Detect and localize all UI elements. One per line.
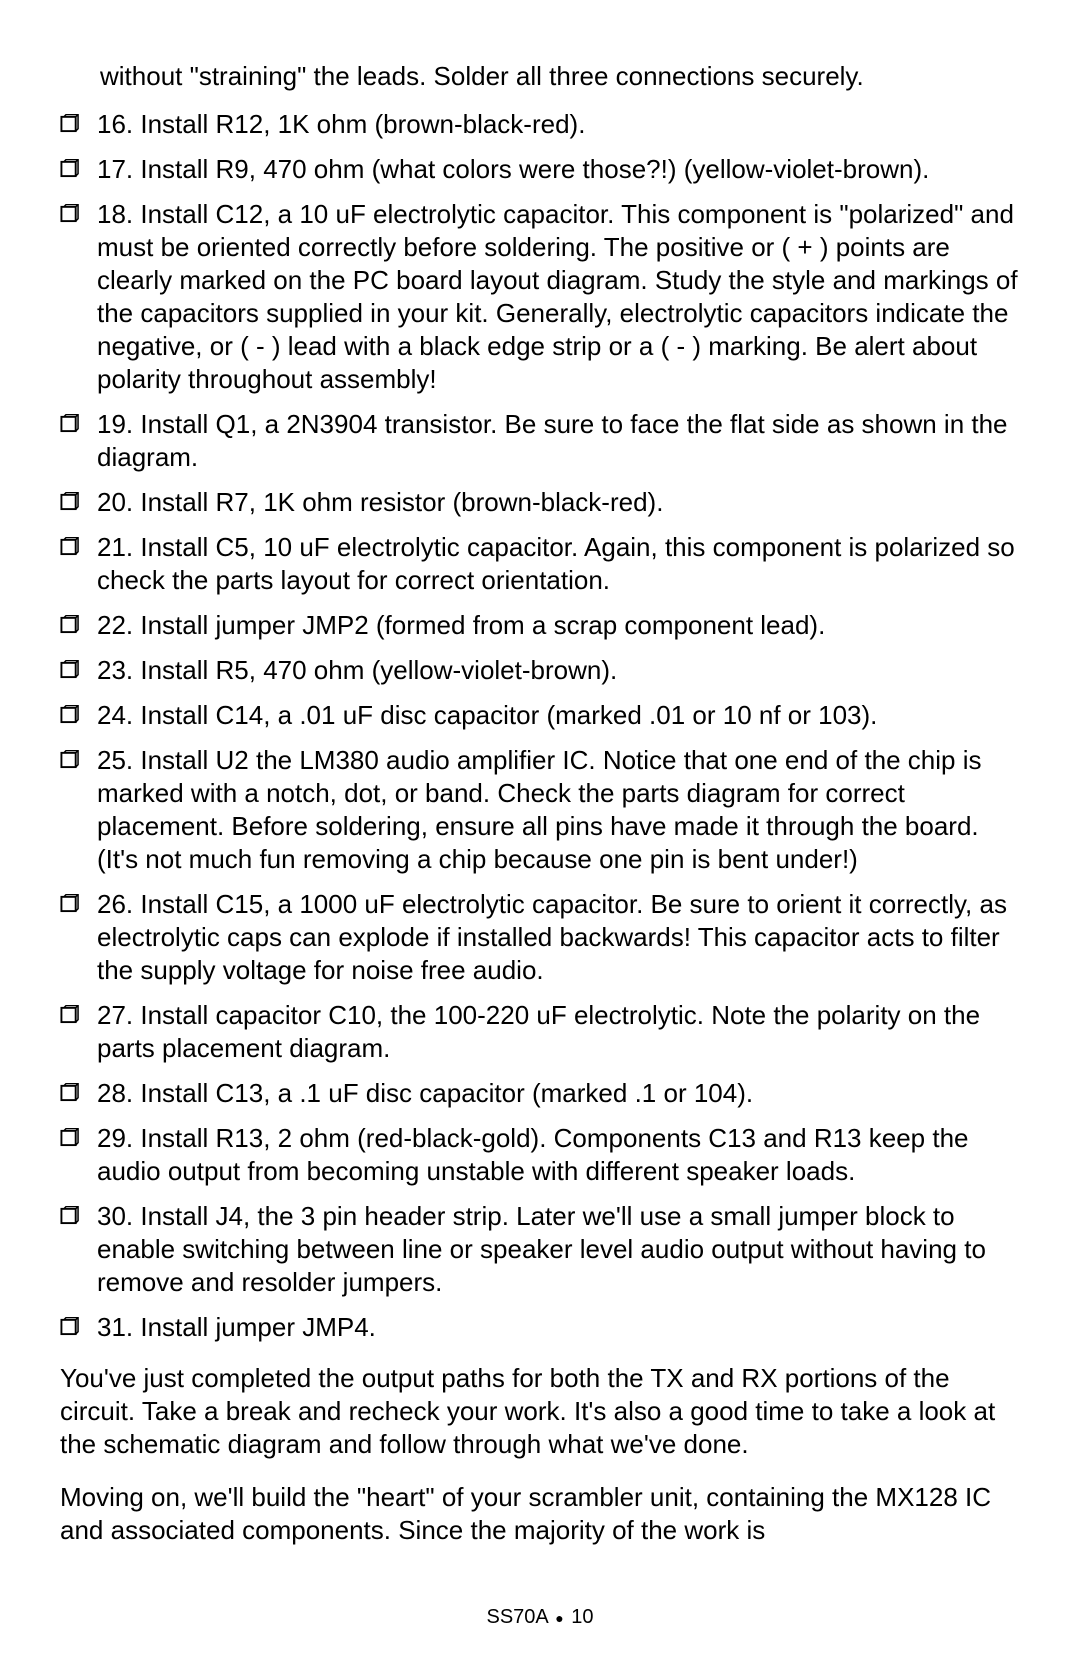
checkbox-icon[interactable]	[60, 1005, 79, 1024]
checkbox-icon[interactable]	[60, 1083, 79, 1102]
checklist-item-text: 28. Install C13, a .1 uF disc capacitor …	[97, 1077, 1025, 1110]
checklist-item-text: 17. Install R9, 470 ohm (what colors wer…	[97, 153, 1025, 186]
document-page: without "straining" the leads. Solder al…	[0, 0, 1080, 1669]
checklist-item: 16. Install R12, 1K ohm (brown-black-red…	[60, 108, 1025, 141]
checkbox-icon[interactable]	[60, 660, 79, 679]
footer-page-number: 10	[571, 1606, 593, 1628]
checklist-item: 19. Install Q1, a 2N3904 transistor. Be …	[60, 408, 1025, 474]
checklist-item: 24. Install C14, a .01 uF disc capacitor…	[60, 699, 1025, 732]
checklist-item: 26. Install C15, a 1000 uF electrolytic …	[60, 888, 1025, 987]
checkbox-icon[interactable]	[60, 1317, 79, 1336]
checklist-item-text: 25. Install U2 the LM380 audio amplifier…	[97, 744, 1025, 876]
footer-bullet-icon: ●	[553, 1610, 565, 1626]
checkbox-icon[interactable]	[60, 705, 79, 724]
checklist-item: 25. Install U2 the LM380 audio amplifier…	[60, 744, 1025, 876]
checkbox-icon[interactable]	[60, 114, 79, 133]
checklist-item-text: 29. Install R13, 2 ohm (red-black-gold).…	[97, 1122, 1025, 1188]
checklist-item-text: 27. Install capacitor C10, the 100-220 u…	[97, 999, 1025, 1065]
checklist-item: 21. Install C5, 10 uF electrolytic capac…	[60, 531, 1025, 597]
checklist-item: 23. Install R5, 470 ohm (yellow-violet-b…	[60, 654, 1025, 687]
checklist-item-text: 18. Install C12, a 10 uF electrolytic ca…	[97, 198, 1025, 396]
checklist-item: 27. Install capacitor C10, the 100-220 u…	[60, 999, 1025, 1065]
checklist-item: 31. Install jumper JMP4.	[60, 1311, 1025, 1344]
checklist-item: 17. Install R9, 470 ohm (what colors wer…	[60, 153, 1025, 186]
checkbox-icon[interactable]	[60, 537, 79, 556]
intro-continuation-text: without "straining" the leads. Solder al…	[100, 60, 1025, 94]
footer-doc-id: SS70A	[486, 1606, 547, 1628]
checklist-item: 18. Install C12, a 10 uF electrolytic ca…	[60, 198, 1025, 396]
checkbox-icon[interactable]	[60, 1128, 79, 1147]
checklist-item: 22. Install jumper JMP2 (formed from a s…	[60, 609, 1025, 642]
checkbox-icon[interactable]	[60, 492, 79, 511]
closing-paragraphs: You've just completed the output paths f…	[60, 1362, 1025, 1547]
closing-paragraph: Moving on, we'll build the "heart" of yo…	[60, 1481, 1025, 1547]
checklist-item-text: 26. Install C15, a 1000 uF electrolytic …	[97, 888, 1025, 987]
checklist-item-text: 30. Install J4, the 3 pin header strip. …	[97, 1200, 1025, 1299]
checklist-item-text: 22. Install jumper JMP2 (formed from a s…	[97, 609, 1025, 642]
checklist-item: 28. Install C13, a .1 uF disc capacitor …	[60, 1077, 1025, 1110]
checkbox-icon[interactable]	[60, 1206, 79, 1225]
checklist-item-text: 16. Install R12, 1K ohm (brown-black-red…	[97, 108, 1025, 141]
checklist-item-text: 21. Install C5, 10 uF electrolytic capac…	[97, 531, 1025, 597]
checkbox-icon[interactable]	[60, 414, 79, 433]
closing-paragraph: You've just completed the output paths f…	[60, 1362, 1025, 1461]
checkbox-icon[interactable]	[60, 750, 79, 769]
checklist-item-text: 23. Install R5, 470 ohm (yellow-violet-b…	[97, 654, 1025, 687]
checklist-item-text: 24. Install C14, a .01 uF disc capacitor…	[97, 699, 1025, 732]
checklist-item: 20. Install R7, 1K ohm resistor (brown-b…	[60, 486, 1025, 519]
checkbox-icon[interactable]	[60, 204, 79, 223]
checklist-item-text: 19. Install Q1, a 2N3904 transistor. Be …	[97, 408, 1025, 474]
checklist-item-text: 31. Install jumper JMP4.	[97, 1311, 1025, 1344]
checkbox-icon[interactable]	[60, 615, 79, 634]
checklist-item-text: 20. Install R7, 1K ohm resistor (brown-b…	[97, 486, 1025, 519]
checklist-item: 30. Install J4, the 3 pin header strip. …	[60, 1200, 1025, 1299]
checkbox-icon[interactable]	[60, 159, 79, 178]
checkbox-icon[interactable]	[60, 894, 79, 913]
checklist: 16. Install R12, 1K ohm (brown-black-red…	[60, 108, 1025, 1345]
page-footer: SS70A ● 10	[0, 1606, 1080, 1629]
checklist-item: 29. Install R13, 2 ohm (red-black-gold).…	[60, 1122, 1025, 1188]
